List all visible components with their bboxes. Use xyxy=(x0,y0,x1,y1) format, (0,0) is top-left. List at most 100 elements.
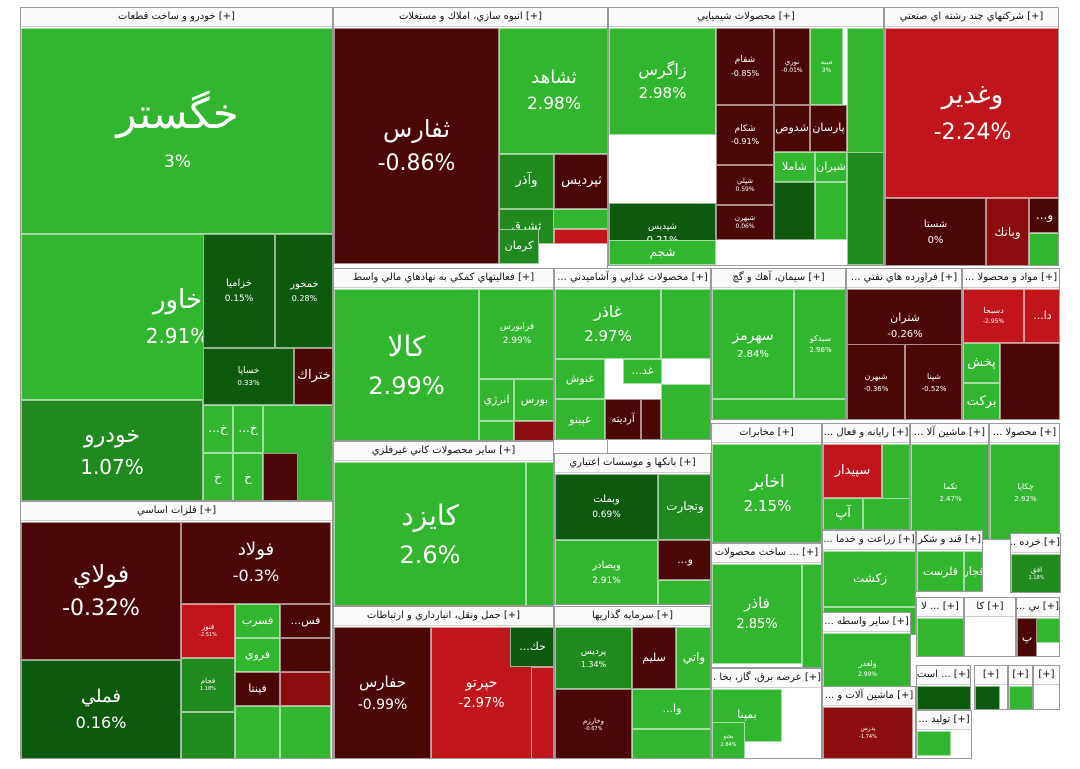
stock-tile[interactable]: فرابورس 2.99% xyxy=(479,289,553,379)
sector-title[interactable]: [+] ماشين آلات و ... xyxy=(823,687,915,706)
stock-tile[interactable]: خزاميا 0.15% xyxy=(203,234,275,348)
stock-tile[interactable]: خ xyxy=(203,453,233,500)
sector-title[interactable]: [+] كا xyxy=(965,598,1015,617)
small-stock-tile[interactable] xyxy=(235,706,280,758)
sector-title[interactable]: [+] محصولات غذايي و آشاميدني ... xyxy=(555,269,710,288)
stock-tile[interactable]: غاذر 2.97% xyxy=(555,289,661,359)
sector-title[interactable]: [+] ... ساخت محصولات xyxy=(712,544,821,563)
stock-tile[interactable]: چكاپا 2.92% xyxy=(990,444,1059,539)
sector-title[interactable]: [+] ... لا xyxy=(917,598,963,617)
stock-tile[interactable]: خودرو 1.07% xyxy=(21,400,203,500)
stock-tile[interactable]: سيدكو 2.96% xyxy=(794,289,845,399)
sector-panel[interactable]: [+] فراورده هاي نفتي ... شتران -0.26% شبهرن… xyxy=(846,268,962,420)
small-stock-tile[interactable] xyxy=(280,672,331,706)
stock-tile[interactable]: وغدير -2.24% xyxy=(885,28,1058,198)
sector-panel[interactable]: [+] رايانه و فعال ... سپيدار آپ xyxy=(822,423,910,530)
stock-tile[interactable]: ثپرديس xyxy=(554,154,607,209)
stock-tile[interactable]: پرديس 1.34% xyxy=(555,627,632,689)
small-stock-tile[interactable] xyxy=(917,686,970,709)
small-stock-tile[interactable] xyxy=(847,152,883,265)
sector-panel[interactable]: [+] خودرو و ساخت قطعات خگستر 3% خاور 2.91% خو… xyxy=(20,7,333,501)
sector-panel[interactable]: [+] ساير محصولات كاني غيرفلزي كايزد 2.6% xyxy=(333,441,554,606)
sector-panel[interactable]: [+] ... لا xyxy=(916,597,964,657)
stock-tile[interactable]: و... xyxy=(1029,198,1058,233)
stock-tile[interactable]: خ... xyxy=(203,405,233,453)
sector-title[interactable]: [+] خودرو و ساخت قطعات xyxy=(21,8,332,27)
stock-tile[interactable]: زاگرس 2.98% xyxy=(609,28,716,135)
sector-title[interactable]: [+] انبوه سازي، املاك و مستغلات xyxy=(334,8,607,27)
sector-panel[interactable]: [+] ماشين آلات و ... پدرس -1.74% xyxy=(822,686,916,759)
small-stock-tile[interactable] xyxy=(514,421,553,440)
stock-tile[interactable]: شجم xyxy=(609,240,716,265)
sector-panel[interactable]: [+] محصولات غذايي و آشاميدني ... غاذر 2.97… xyxy=(554,268,711,440)
small-stock-tile[interactable] xyxy=(774,182,815,240)
stock-tile[interactable]: فنوز -2.51% xyxy=(181,604,235,658)
small-stock-tile[interactable] xyxy=(280,706,331,758)
stock-tile[interactable]: غنوش xyxy=(555,359,605,399)
sector-panel[interactable]: [+] عرضه برق، گاز، بخا ... بمپنا بجنو 2.84% xyxy=(711,668,822,759)
stock-tile[interactable]: وخارزم -0.67% xyxy=(555,689,632,758)
stock-tile[interactable]: فولاي -0.32% xyxy=(21,522,181,660)
stock-tile[interactable]: فسرب xyxy=(235,604,280,638)
stock-tile[interactable]: حك... xyxy=(510,627,553,667)
stock-tile[interactable]: غپينو xyxy=(555,399,605,439)
stock-tile[interactable]: وبصادر 2.91% xyxy=(555,540,658,604)
stock-tile[interactable]: وتجارت xyxy=(658,474,710,540)
small-stock-tile[interactable] xyxy=(712,399,845,419)
sector-panel[interactable]: [+] سرمايه گذاريها پرديس 1.34% سليم واتي وخار… xyxy=(554,606,711,759)
stock-tile[interactable]: شفام -0.85% xyxy=(716,28,774,105)
stock-tile[interactable]: خ xyxy=(233,453,263,500)
small-stock-tile[interactable] xyxy=(1029,233,1058,265)
small-stock-tile[interactable] xyxy=(661,289,710,359)
sector-panel[interactable]: [+] xyxy=(1033,665,1060,710)
sector-panel[interactable]: [+] بانكها و موسسات اعتباري وبملت 0.69% وتج… xyxy=(554,453,711,605)
sector-title[interactable]: [+] ساير محصولات كاني غيرفلزي xyxy=(334,442,553,461)
small-stock-tile[interactable] xyxy=(815,182,847,240)
stock-tile[interactable]: شيران xyxy=(815,152,847,182)
stock-tile[interactable]: فروي xyxy=(235,638,280,672)
stock-tile[interactable]: و... xyxy=(658,540,710,580)
stock-tile[interactable]: نوري -0.01% xyxy=(774,28,810,105)
stock-tile[interactable]: پدرس -1.74% xyxy=(823,707,913,758)
small-stock-tile[interactable] xyxy=(181,712,235,758)
stock-tile[interactable]: بركت xyxy=(963,383,1000,419)
stock-tile[interactable]: كرمان xyxy=(499,229,539,264)
sector-panel[interactable]: [+] xyxy=(1008,665,1033,710)
small-stock-tile[interactable] xyxy=(661,384,710,439)
sector-panel[interactable]: [+] محصولا ... چكاپا 2.92% xyxy=(989,423,1060,540)
stock-tile[interactable]: شدوص xyxy=(774,105,810,152)
stock-tile[interactable]: وا... xyxy=(632,689,710,729)
sector-title[interactable]: [+] فراورده هاي نفتي ... xyxy=(847,269,961,288)
stock-tile[interactable]: سهرمز 2.84% xyxy=(712,289,794,399)
stock-tile[interactable]: شاملا xyxy=(774,152,815,182)
stock-tile[interactable]: خ... xyxy=(233,405,263,453)
sector-title[interactable]: [+] ... است xyxy=(917,666,970,685)
sector-title[interactable]: [+] ساير واسطه ... xyxy=(823,613,910,632)
stock-tile[interactable]: ثشاهد 2.98% xyxy=(499,28,607,154)
small-stock-tile[interactable] xyxy=(280,638,331,672)
stock-tile[interactable]: فاذر 2.85% xyxy=(712,564,802,664)
stock-tile[interactable]: ختراك xyxy=(294,348,332,405)
sector-panel[interactable]: [+] مخابرات اخابر 2.15% xyxy=(711,423,822,543)
sector-panel[interactable]: [+] شركتهاي چند رشته اي صنعتي وغدير -2.24%… xyxy=(884,7,1059,266)
stock-tile[interactable]: قلرست xyxy=(917,551,964,591)
sector-panel[interactable]: [+] قند و شكر قلرست قجار xyxy=(916,530,983,592)
sector-title[interactable]: [+] محصولات شيميايي xyxy=(609,8,883,27)
stock-tile[interactable]: سپيدار xyxy=(823,444,882,498)
sector-panel[interactable]: [+] ماشين آلا ... تكما 2.47% xyxy=(910,423,989,540)
stock-tile[interactable]: شستا 0% xyxy=(885,198,986,265)
sector-panel[interactable]: [+] مواد و محصولا ... دسبحا -2.95% دا... پخش… xyxy=(962,268,1060,420)
small-stock-tile[interactable] xyxy=(526,462,553,605)
stock-tile[interactable]: شكام -0.91% xyxy=(716,105,774,165)
stock-tile[interactable]: حفارس -0.99% xyxy=(334,627,431,758)
stock-tile[interactable]: بورس xyxy=(514,379,553,421)
sector-panel[interactable]: [+] بي ... پ xyxy=(1016,597,1060,657)
sector-title[interactable]: [+] سرمايه گذاريها xyxy=(555,607,710,626)
stock-tile[interactable]: ميبه 3% xyxy=(810,28,843,105)
small-stock-tile[interactable] xyxy=(917,618,963,656)
sector-panel[interactable]: [+] ... است xyxy=(916,665,971,710)
stock-tile[interactable]: دسبحا -2.95% xyxy=(963,289,1024,343)
stock-tile[interactable]: سليم xyxy=(632,627,676,689)
sector-title[interactable]: [+] زراعت و خدما ... xyxy=(823,531,915,550)
stock-tile[interactable]: وبانك xyxy=(986,198,1029,265)
